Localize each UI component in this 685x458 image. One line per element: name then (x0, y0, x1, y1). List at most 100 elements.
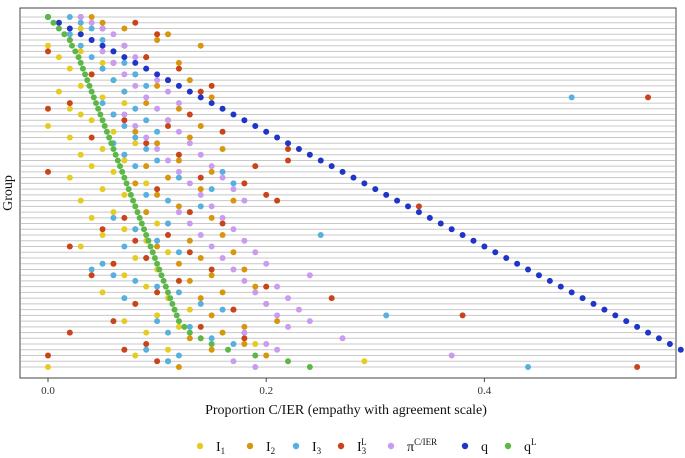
data-point (285, 358, 292, 365)
data-point (173, 312, 180, 319)
data-point (165, 358, 172, 365)
data-point (117, 163, 124, 170)
series-1 (45, 14, 368, 370)
data-point (186, 335, 193, 342)
legend-item: πC/IER (387, 437, 437, 455)
data-point (125, 186, 132, 193)
data-point (525, 266, 532, 273)
data-point (241, 277, 248, 284)
data-point (158, 272, 165, 279)
data-point (88, 71, 95, 78)
data-point (154, 31, 161, 38)
data-point (45, 168, 51, 175)
data-point (165, 117, 172, 124)
data-point (328, 295, 335, 302)
data-point (154, 243, 161, 250)
data-point (75, 54, 82, 61)
data-point (77, 19, 84, 26)
data-point (110, 77, 117, 84)
data-point (147, 243, 154, 250)
data-point (77, 243, 84, 250)
data-point (230, 226, 237, 233)
data-point (154, 358, 161, 365)
data-point (154, 283, 161, 290)
data-point (219, 168, 226, 175)
data-point (110, 272, 117, 279)
legend-item: I3L (337, 437, 367, 456)
data-point (121, 191, 128, 198)
data-point (165, 157, 172, 164)
data-point (175, 318, 182, 325)
data-point (219, 145, 226, 152)
data-point (45, 123, 51, 130)
data-point (186, 180, 193, 187)
data-point (86, 82, 93, 89)
data-point (121, 226, 128, 233)
data-point (121, 318, 128, 325)
data-point (175, 323, 182, 330)
data-point (175, 203, 182, 210)
data-point (143, 254, 150, 261)
data-point (110, 145, 117, 152)
data-point (123, 180, 130, 187)
data-point (175, 128, 182, 135)
data-point (285, 295, 292, 302)
data-point (263, 191, 270, 198)
data-point (186, 111, 193, 118)
data-points (45, 14, 684, 370)
data-point (252, 352, 259, 359)
data-point (306, 364, 313, 370)
data-point (132, 134, 139, 141)
data-point (219, 214, 226, 221)
data-point (165, 174, 172, 181)
data-point (143, 341, 150, 348)
data-point (186, 88, 193, 95)
data-point (143, 65, 150, 72)
data-point (252, 249, 259, 256)
data-point (186, 249, 193, 256)
data-point (154, 318, 161, 325)
data-point (132, 71, 139, 78)
data-point (241, 341, 248, 348)
data-point (112, 151, 119, 158)
legend-marker (461, 442, 469, 450)
data-point (165, 346, 172, 353)
data-point (110, 59, 117, 66)
data-point (132, 180, 139, 187)
data-point (241, 237, 248, 244)
data-point (241, 197, 248, 204)
data-point (66, 105, 73, 112)
data-point (317, 157, 324, 164)
data-point (99, 289, 106, 296)
data-point (130, 197, 137, 204)
data-point (121, 88, 128, 95)
data-point (121, 174, 128, 181)
data-point (645, 94, 652, 101)
data-point (55, 19, 62, 26)
data-point (88, 19, 95, 26)
data-point (66, 36, 73, 43)
data-point (208, 312, 215, 319)
data-point (285, 145, 292, 152)
data-point (143, 134, 150, 141)
data-point (241, 266, 248, 273)
data-point (110, 209, 117, 216)
data-point (361, 358, 368, 365)
data-point (66, 243, 73, 250)
data-point (77, 82, 84, 89)
data-point (165, 289, 172, 296)
data-point (143, 283, 150, 290)
data-point (208, 346, 215, 353)
data-point (143, 54, 150, 61)
data-point (141, 226, 148, 233)
data-point (132, 54, 139, 61)
data-point (45, 42, 51, 49)
data-point (208, 203, 215, 210)
data-point (197, 254, 204, 261)
data-point (99, 48, 106, 55)
data-point (99, 59, 106, 66)
data-point (88, 266, 95, 273)
data-point (252, 283, 259, 290)
data-point (77, 197, 84, 204)
data-point (230, 197, 237, 204)
